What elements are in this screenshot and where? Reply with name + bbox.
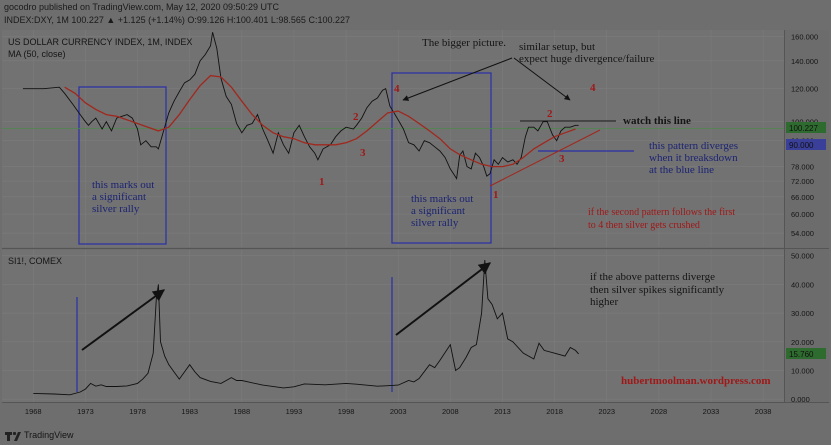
arrow-to-left-peak xyxy=(402,57,513,101)
top-chart-title: US DOLLAR CURRENCY INDEX, 1M, INDEX xyxy=(8,37,192,47)
top-panel-background xyxy=(2,30,784,247)
arrow-silver-rally-right xyxy=(395,262,491,336)
time-tick: 1978 xyxy=(129,407,146,416)
dxy-price-badge: 100.227 xyxy=(789,124,818,133)
annotation-diverge-3: at the blue line xyxy=(649,164,714,176)
annotation-second-pattern-1: if the second pattern follows the first xyxy=(588,207,735,218)
bottom-panel-background xyxy=(2,250,784,402)
footer: TradingView xyxy=(0,427,831,445)
annotation-rally-left-1: this marks out xyxy=(92,179,154,191)
rally-box-left xyxy=(78,86,167,245)
bottom-price-tick: 0.000 xyxy=(791,395,810,404)
time-tick: 1983 xyxy=(181,407,198,416)
bottom-price-tick: 40.000 xyxy=(791,280,814,289)
top-grid xyxy=(2,30,784,247)
annotation-diverge-1: this pattern diverges xyxy=(649,140,738,152)
bottom-price-axis[interactable]: 50.000 40.000 30.000 20.000 10.000 0.000 xyxy=(791,252,814,404)
footer-brand: TradingView xyxy=(24,430,74,440)
trendline-lower xyxy=(489,129,601,187)
silver-price-badge: 15.760 xyxy=(789,350,814,359)
time-tick: 2028 xyxy=(651,407,668,416)
dxy-price-line xyxy=(22,32,579,180)
time-tick: 1998 xyxy=(338,407,355,416)
time-tick: 1973 xyxy=(77,407,94,416)
time-tick: 2038 xyxy=(755,407,772,416)
top-price-tick: 60.000 xyxy=(791,210,814,219)
chart-header: gocodro published on TradingView.com, Ma… xyxy=(0,0,831,27)
price-axis-background xyxy=(784,30,829,402)
blue-line-price-badge: 90.000 xyxy=(789,141,814,150)
annotation-rally-right-1: this marks out xyxy=(411,193,473,205)
wave-left-4: 4 xyxy=(394,83,400,95)
time-tick: 2023 xyxy=(598,407,615,416)
bottom-price-tick: 50.000 xyxy=(791,252,814,261)
wave-left-3: 3 xyxy=(360,147,366,159)
top-price-tick: 66.000 xyxy=(791,193,814,202)
bottom-grid xyxy=(2,250,784,402)
silver-price-line xyxy=(33,259,579,396)
time-tick: 2013 xyxy=(494,407,511,416)
time-tick: 1988 xyxy=(233,407,250,416)
annotation-similar-setup-2: expect huge divergence/failure xyxy=(519,53,655,65)
annotation-rally-left-3: silver rally xyxy=(92,203,140,215)
annotation-silver-1: if the above patterns diverge xyxy=(590,271,715,283)
annotation-silver-2: then silver spikes significantly xyxy=(590,284,725,296)
time-axis[interactable]: 1968 1973 1978 1983 1988 1993 1998 2003 2008 2013… xyxy=(25,407,772,416)
annotation-second-pattern-2: to 4 then silver gets crushed xyxy=(588,220,700,231)
wave-right-4: 4 xyxy=(590,82,596,94)
annotation-bigger-picture: The bigger picture. xyxy=(422,37,506,49)
top-price-tick: 72.000 xyxy=(791,177,814,186)
tradingview-logo-icon xyxy=(5,431,21,441)
annotation-similar-setup-1: similar setup, but xyxy=(519,41,595,53)
bottom-price-tick: 10.000 xyxy=(791,366,814,375)
annotation-diverge-2: when it breaksdown xyxy=(649,152,738,164)
dxy-price-badge-bg xyxy=(786,122,826,133)
wave-right-3: 3 xyxy=(559,153,565,165)
arrow-silver-rally-left xyxy=(81,289,165,351)
time-tick: 2003 xyxy=(390,407,407,416)
blue-line-price-badge-bg xyxy=(786,139,826,150)
ohlc-line: INDEX:DXY, 1M 100.227 ▲ +1.125 (+1.14%) … xyxy=(4,15,350,25)
publisher-line: gocodro published on TradingView.com, Ma… xyxy=(4,2,280,12)
top-price-tick: 78.000 xyxy=(791,163,814,172)
time-tick: 1968 xyxy=(25,407,42,416)
wave-left-1: 1 xyxy=(319,176,325,188)
top-chart-subtitle: MA (50, close) xyxy=(8,49,66,59)
top-price-tick: 54.000 xyxy=(791,229,814,238)
annotation-rally-left-2: a significant xyxy=(92,191,146,203)
annotation-watch-line: watch this line xyxy=(623,115,691,127)
top-price-tick: 120.000 xyxy=(791,85,818,94)
time-tick: 2008 xyxy=(442,407,459,416)
wave-right-2: 2 xyxy=(547,108,553,120)
annotation-silver-3: higher xyxy=(590,296,618,308)
silver-price-badge-bg xyxy=(786,348,826,359)
top-price-tick: 160.000 xyxy=(791,33,818,42)
time-tick: 2033 xyxy=(703,407,720,416)
bottom-price-tick: 20.000 xyxy=(791,338,814,347)
time-tick: 2018 xyxy=(546,407,563,416)
annotation-rally-right-2: a significant xyxy=(411,205,465,217)
website-credit: hubertmoolman.wordpress.com xyxy=(621,375,771,387)
time-tick: 1993 xyxy=(286,407,303,416)
wave-left-2: 2 xyxy=(353,111,359,123)
bottom-price-tick: 30.000 xyxy=(791,309,814,318)
arrow-to-right-target xyxy=(513,57,571,101)
ma50-line xyxy=(64,74,576,168)
bottom-chart-title: SI1!, COMEX xyxy=(8,256,62,266)
wave-right-1: 1 xyxy=(493,189,499,201)
rally-box-right xyxy=(391,72,492,244)
annotation-rally-right-3: silver rally xyxy=(411,217,459,229)
top-price-tick: 140.000 xyxy=(791,57,818,66)
